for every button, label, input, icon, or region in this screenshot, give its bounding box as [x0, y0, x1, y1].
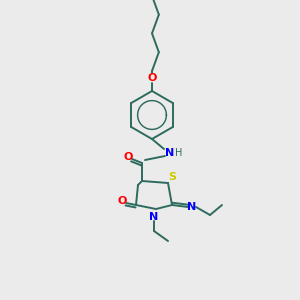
Text: S: S	[168, 172, 176, 182]
Text: N: N	[165, 148, 175, 158]
Text: N: N	[149, 212, 159, 222]
Text: O: O	[147, 73, 157, 83]
Text: N: N	[188, 202, 196, 212]
Text: O: O	[123, 152, 133, 162]
Text: O: O	[117, 196, 127, 206]
Text: H: H	[175, 148, 183, 158]
